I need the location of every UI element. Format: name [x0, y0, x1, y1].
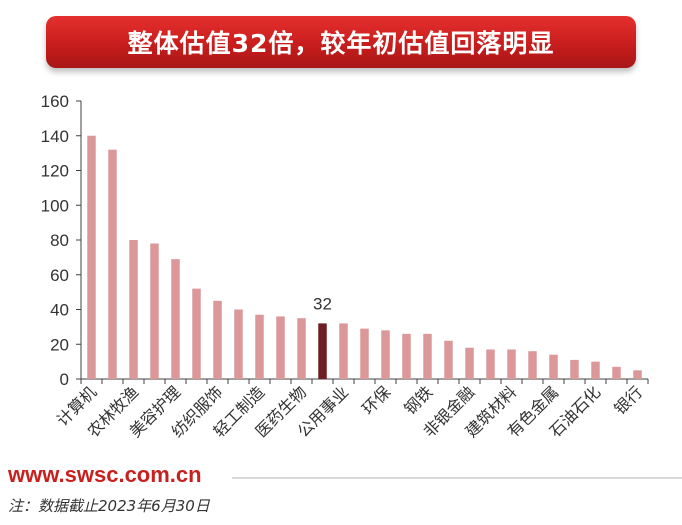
- bar: [528, 351, 537, 379]
- bar: [255, 314, 264, 379]
- y-tick-label: 80: [50, 231, 69, 250]
- bar: [108, 149, 117, 379]
- bar: [423, 333, 432, 379]
- bar: [234, 309, 243, 379]
- bar: [297, 318, 306, 379]
- footer-divider: [232, 477, 682, 479]
- y-tick-label: 100: [41, 196, 69, 215]
- bar: [360, 328, 369, 379]
- bar: [150, 243, 159, 379]
- category-label: 环保: [358, 382, 394, 418]
- bar-chart: 020406080100120140160计算机农林牧渔美容护理纺织服饰轻工制造…: [41, 92, 649, 441]
- data-label: 32: [313, 294, 332, 313]
- y-tick-label: 0: [60, 370, 69, 389]
- y-tick-label: 40: [50, 301, 69, 320]
- chart-title: 整体估值32倍，较年初估值回落明显: [127, 29, 555, 58]
- bar: [444, 340, 453, 379]
- category-label: 银行: [610, 382, 646, 418]
- y-tick-label: 140: [41, 127, 69, 146]
- chart-title-banner: 整体估值32倍，较年初估值回落明显: [46, 16, 636, 68]
- y-tick-label: 160: [41, 92, 69, 111]
- footer-note: 注：数据截止2023年6月30日: [8, 497, 210, 515]
- bar: [549, 354, 558, 379]
- bar: [402, 333, 411, 379]
- bar: [87, 135, 96, 379]
- category-label: 钢铁: [400, 382, 436, 418]
- bar: [612, 366, 621, 379]
- bar: [129, 240, 138, 379]
- bar: [591, 361, 600, 379]
- y-tick-label: 120: [41, 162, 69, 181]
- bar: [318, 323, 327, 379]
- bar: [465, 347, 474, 379]
- bar: [213, 300, 222, 379]
- bar: [171, 259, 180, 379]
- bar: [633, 370, 642, 379]
- bar: [570, 359, 579, 379]
- bar: [276, 316, 285, 379]
- bar: [381, 330, 390, 379]
- bar: [339, 323, 348, 379]
- y-tick-label: 20: [50, 335, 69, 354]
- footer-url: www.swsc.com.cn: [8, 462, 202, 487]
- bar: [192, 288, 201, 379]
- bar: [486, 349, 495, 379]
- y-tick-label: 60: [50, 266, 69, 285]
- bar: [507, 349, 516, 379]
